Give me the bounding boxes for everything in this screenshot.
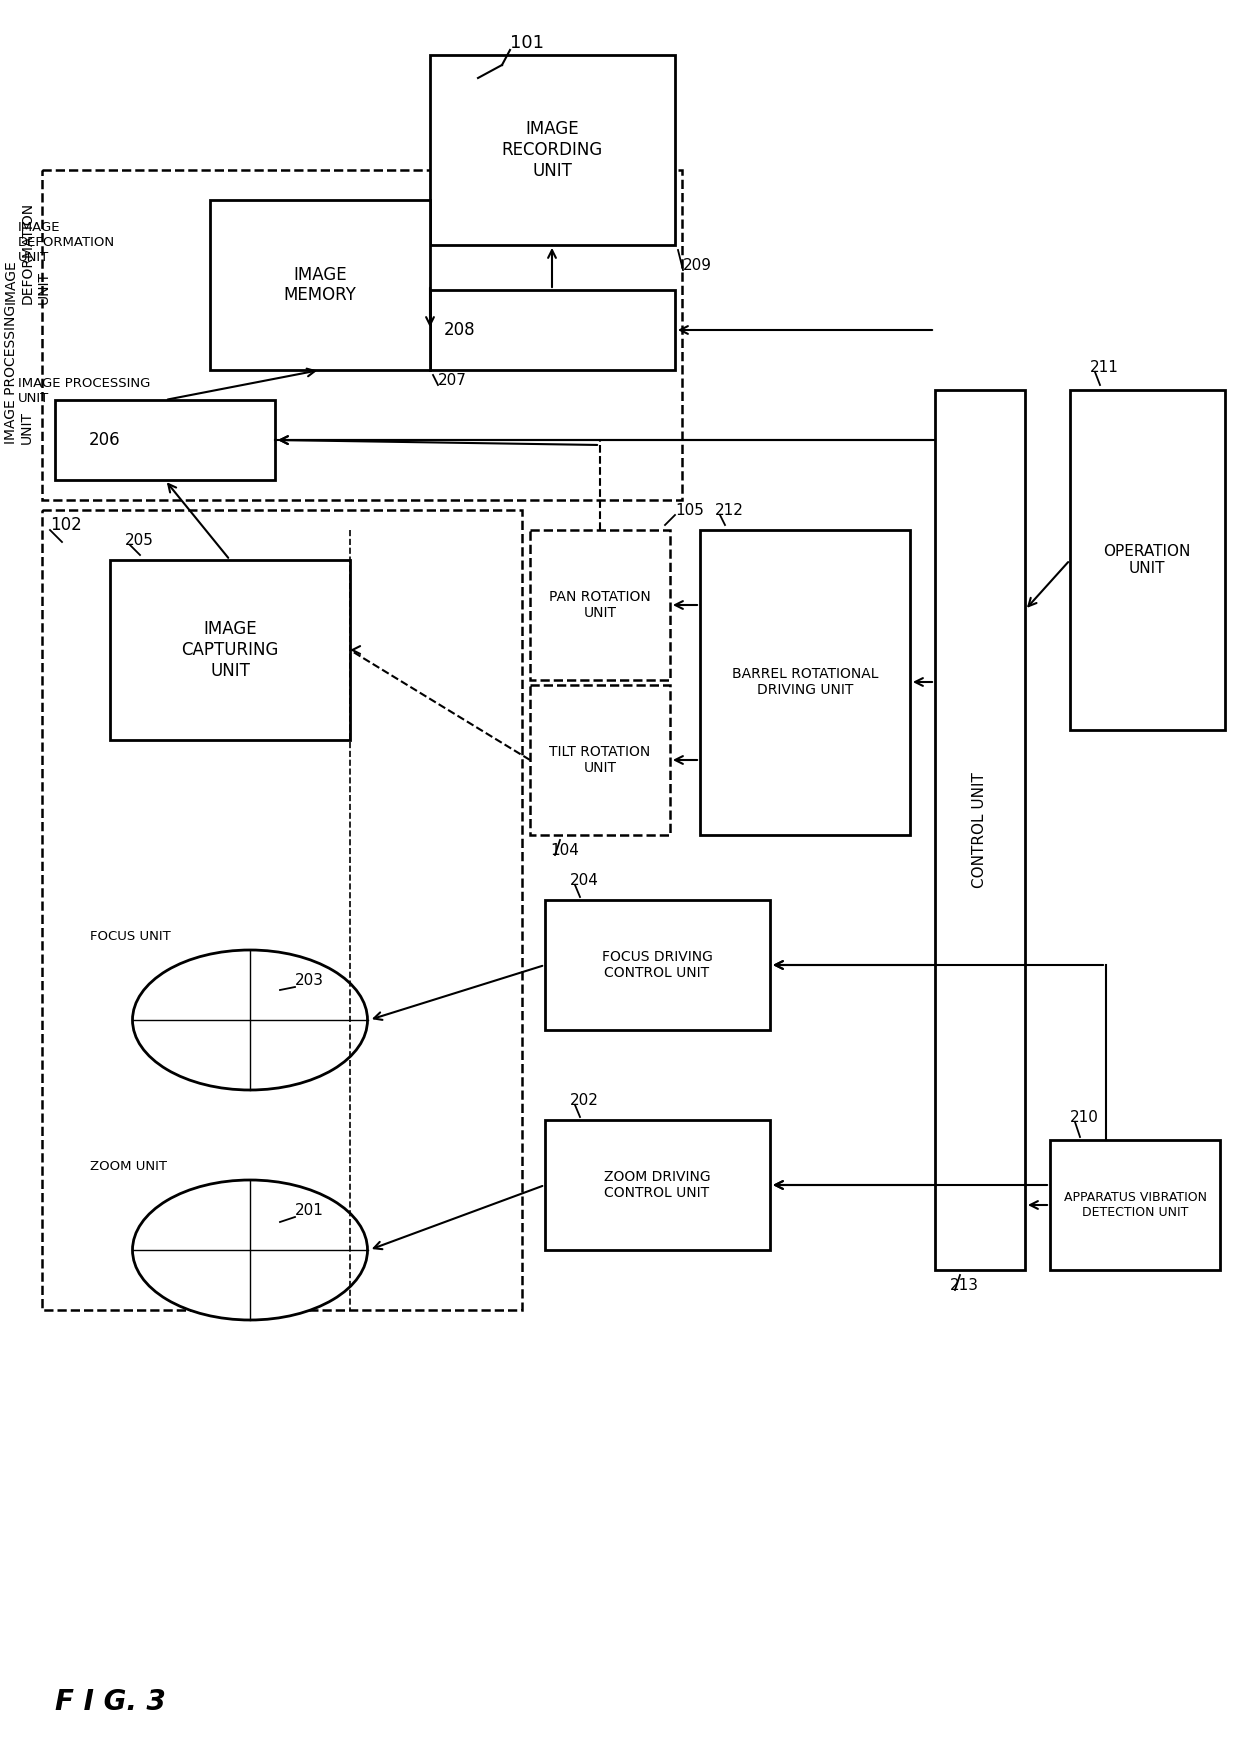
Text: IMAGE PROCESSING
UNIT: IMAGE PROCESSING UNIT (4, 306, 35, 445)
Bar (1050, 1140, 1220, 1270)
Text: FOCUS DRIVING
CONTROL UNIT: FOCUS DRIVING CONTROL UNIT (601, 951, 713, 980)
Text: IMAGE
DEFORMATION
UNIT: IMAGE DEFORMATION UNIT (4, 202, 51, 304)
Text: IMAGE
DEFORMATION
UNIT: IMAGE DEFORMATION UNIT (19, 221, 115, 264)
Text: BARREL ROTATIONAL
DRIVING UNIT: BARREL ROTATIONAL DRIVING UNIT (732, 668, 878, 698)
Text: 205: 205 (125, 532, 154, 548)
Bar (430, 54, 675, 244)
Text: 104: 104 (551, 843, 579, 857)
Bar (546, 900, 770, 1030)
Text: CONTROL UNIT: CONTROL UNIT (972, 771, 987, 887)
Text: OPERATION
UNIT: OPERATION UNIT (1104, 545, 1190, 576)
Text: APPARATUS VIBRATION
DETECTION UNIT: APPARATUS VIBRATION DETECTION UNIT (1064, 1191, 1207, 1219)
Bar (42, 170, 682, 501)
Text: IMAGE PROCESSING
UNIT: IMAGE PROCESSING UNIT (19, 378, 150, 406)
Text: 208: 208 (444, 322, 476, 339)
Bar (110, 560, 350, 740)
Text: 206: 206 (89, 430, 120, 450)
Bar (210, 200, 430, 371)
Text: 207: 207 (438, 372, 467, 388)
Text: 211: 211 (1090, 360, 1118, 374)
Text: FOCUS UNIT: FOCUS UNIT (91, 929, 171, 944)
Text: ZOOM DRIVING
CONTROL UNIT: ZOOM DRIVING CONTROL UNIT (604, 1170, 711, 1200)
Text: F I G. 3: F I G. 3 (55, 1688, 166, 1717)
Bar (55, 401, 275, 480)
Text: 204: 204 (570, 873, 599, 887)
Bar (546, 1119, 770, 1249)
Bar (529, 531, 670, 680)
Text: 201: 201 (295, 1204, 324, 1218)
Text: PAN ROTATION
UNIT: PAN ROTATION UNIT (549, 590, 651, 620)
Ellipse shape (133, 951, 367, 1089)
Text: 212: 212 (715, 503, 744, 518)
Text: 209: 209 (683, 258, 712, 272)
Bar (1070, 390, 1225, 729)
Text: 203: 203 (295, 973, 324, 987)
Text: TILT ROTATION
UNIT: TILT ROTATION UNIT (549, 745, 651, 775)
Text: 213: 213 (950, 1277, 980, 1293)
Text: 101: 101 (510, 33, 544, 53)
Bar (935, 390, 1025, 1270)
Text: IMAGE
MEMORY: IMAGE MEMORY (284, 265, 356, 304)
Bar (42, 510, 522, 1311)
Ellipse shape (133, 1181, 367, 1320)
Text: IMAGE
RECORDING
UNIT: IMAGE RECORDING UNIT (501, 119, 603, 179)
Text: 102: 102 (50, 517, 82, 534)
Bar (529, 685, 670, 835)
Bar (701, 531, 910, 835)
Text: 105: 105 (675, 503, 704, 518)
Text: 210: 210 (1070, 1110, 1099, 1124)
Bar (430, 290, 675, 371)
Text: 202: 202 (570, 1093, 599, 1109)
Text: IMAGE
CAPTURING
UNIT: IMAGE CAPTURING UNIT (181, 620, 279, 680)
Text: ZOOM UNIT: ZOOM UNIT (91, 1160, 167, 1174)
